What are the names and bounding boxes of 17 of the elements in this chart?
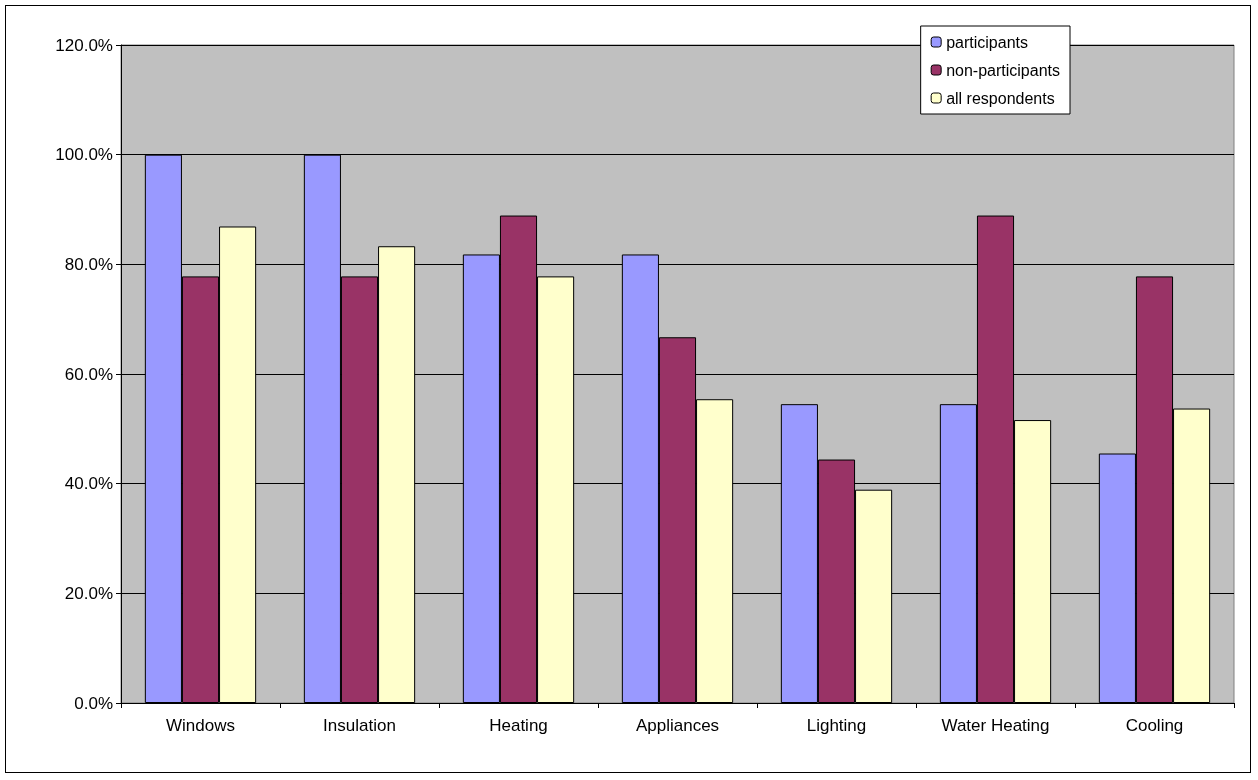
- legend-label: all respondents: [946, 89, 1055, 107]
- x-tick-label: Heating: [489, 716, 548, 735]
- legend-label: non-participants: [946, 61, 1060, 79]
- x-tick-label: Water Heating: [941, 716, 1050, 735]
- x-tick-label: Insulation: [323, 716, 396, 735]
- y-tick-label: 0.0%: [74, 693, 113, 713]
- y-tick-label: 60.0%: [64, 364, 113, 384]
- y-tick-label: 100.0%: [55, 145, 113, 165]
- x-tick-label: Windows: [166, 716, 235, 735]
- legend-label: participants: [946, 33, 1028, 51]
- y-tick-label: 80.0%: [64, 254, 113, 274]
- y-tick-label: 120.0%: [55, 35, 113, 55]
- x-tick-label: Cooling: [1125, 716, 1184, 735]
- x-tick-label: Lighting: [806, 716, 867, 735]
- y-tick-label: 40.0%: [64, 474, 113, 494]
- y-tick-label: 20.0%: [64, 583, 113, 603]
- x-tick-label: Appliances: [635, 716, 720, 735]
